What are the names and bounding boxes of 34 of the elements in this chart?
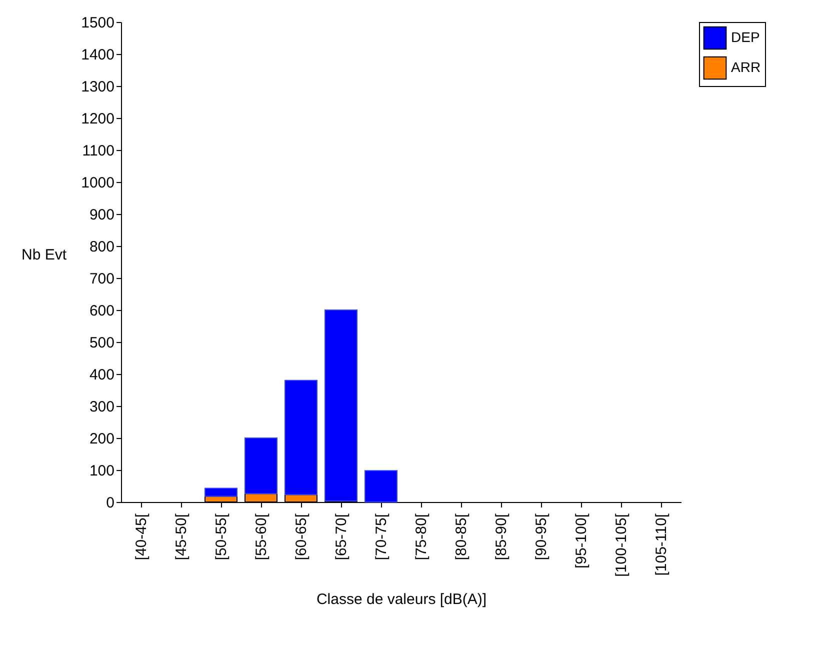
x-tick-label: [100-105[ [613,512,630,577]
x-tick-label: [60-65[ [293,512,310,560]
y-tick-label: 800 [89,238,114,256]
x-tick-label: [75-80[ [413,512,430,560]
y-tick-label: 600 [89,302,114,320]
legend-label: ARR [731,59,761,75]
x-tick-label: [80-85[ [453,512,470,560]
x-tick-label: [40-45[ [133,512,150,560]
y-tick-label: 500 [89,334,114,352]
y-tick-label: 1400 [81,46,114,64]
y-tick-label: 1500 [81,14,114,32]
x-tick-label: [50-55[ [213,512,230,560]
y-tick-label: 300 [89,398,114,416]
y-tick-label: 700 [89,270,114,288]
x-tick-label: [85-90[ [493,512,510,560]
x-tick-label: [95-100[ [573,512,590,569]
y-tick-label: 1100 [82,142,114,160]
legend-label: DEP [731,29,760,45]
y-axis-title: Nb Evt [21,246,68,264]
y-tick-label: 100 [89,462,114,480]
x-tick-label: [90-95[ [533,512,550,560]
x-tick-label: [105-110[ [653,512,670,576]
y-tick-label: 1300 [81,78,114,96]
y-tick-label: 900 [89,206,114,224]
y-tick-label: 1200 [81,110,114,128]
y-tick-label: 1000 [81,174,114,192]
y-tick-label: 0 [106,494,114,512]
x-tick-label: [55-60[ [253,512,270,560]
y-tick-label: 200 [89,430,114,448]
x-tick-label: [45-50[ [173,512,190,560]
y-tick-label: 400 [89,366,114,384]
x-tick-label: [70-75[ [373,512,390,560]
x-axis-title: Classe de valeurs [dB(A)] [316,590,487,608]
x-tick-label: [65-70[ [333,512,350,560]
